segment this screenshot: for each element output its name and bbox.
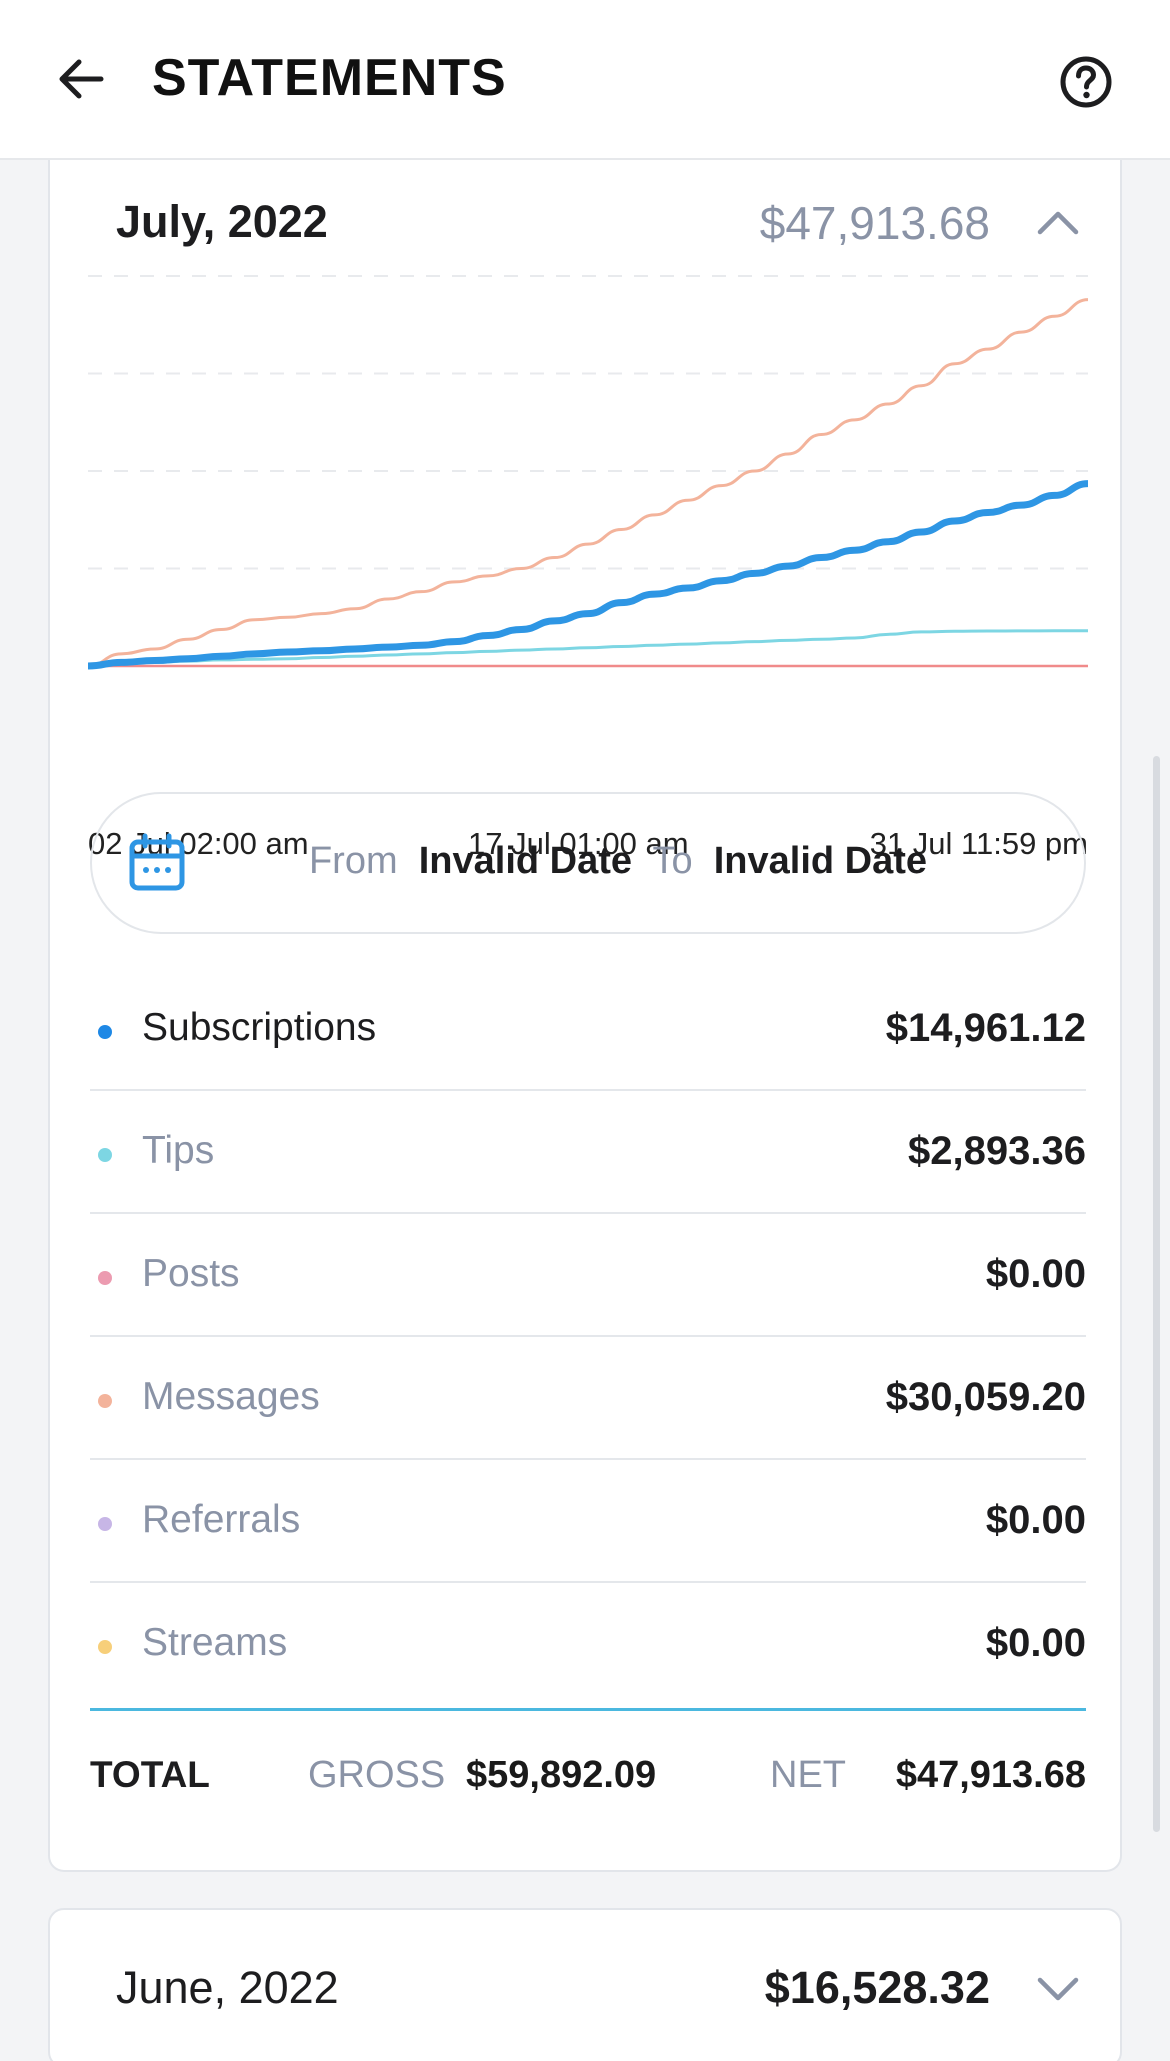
statement-card-july: July, 2022 $47,913.68 02 Jul 02:00 am 17…	[48, 160, 1122, 1872]
breakdown-label: Messages	[142, 1375, 320, 1418]
help-circle-icon	[1060, 56, 1112, 108]
scrollbar[interactable]	[1153, 756, 1160, 1832]
month-amount: $47,913.68	[759, 197, 990, 249]
date-range-text: From Invalid Date To Invalid Date	[92, 840, 1084, 883]
breakdown-row-streams: Streams $0.00	[90, 1583, 1086, 1706]
month-amount: $16,528.32	[764, 1962, 990, 2013]
to-label: To	[652, 840, 693, 882]
help-button[interactable]	[1056, 52, 1116, 112]
statement-card-header[interactable]: July, 2022 $47,913.68	[50, 160, 1120, 280]
date-range-picker[interactable]: From Invalid Date To Invalid Date	[90, 792, 1086, 934]
breakdown-value: $0.00	[985, 1621, 1086, 1665]
earnings-chart: 02 Jul 02:00 am 17 Jul 01:00 am 31 Jul 1…	[84, 266, 1092, 861]
posts-dot	[98, 1271, 112, 1285]
breakdown-value: $0.00	[985, 1498, 1086, 1542]
tips-dot	[98, 1148, 112, 1162]
breakdown-value: $14,961.12	[885, 1006, 1086, 1050]
total-divider	[90, 1708, 1086, 1711]
streams-dot	[98, 1640, 112, 1654]
breakdown-label: Referrals	[142, 1498, 301, 1541]
from-value: Invalid Date	[418, 840, 633, 882]
breakdown-row-posts: Posts $0.00	[90, 1214, 1086, 1337]
breakdown-value: $2,893.36	[908, 1129, 1086, 1173]
breakdown-row-messages: Messages $30,059.20	[90, 1337, 1086, 1460]
total-row: TOTAL GROSS $59,892.09 NET $47,913.68	[90, 1740, 1086, 1810]
breakdown-label: Streams	[142, 1621, 288, 1664]
breakdown-row-tips: Tips $2,893.36	[90, 1091, 1086, 1214]
series-line-subscriptions	[84, 480, 1092, 670]
from-label: From	[308, 840, 398, 882]
chevron-down-icon[interactable]	[1034, 1970, 1082, 2006]
subscriptions-dot	[98, 1025, 112, 1039]
to-value: Invalid Date	[713, 840, 928, 882]
breakdown-label: Posts	[142, 1252, 240, 1295]
x-tick-label: 17 Jul 01:00 am	[468, 826, 689, 861]
statement-card-june[interactable]: June, 2022 $16,528.32	[48, 1908, 1122, 2061]
calendar-icon	[129, 833, 185, 891]
gross-label: GROSS	[308, 1754, 446, 1796]
breakdown-value: $0.00	[985, 1252, 1086, 1296]
breakdown-label: Tips	[142, 1129, 215, 1172]
app-header: STATEMENTS	[0, 0, 1170, 160]
series-line-tips	[86, 629, 1090, 668]
arrow-left-icon	[59, 59, 104, 99]
breakdown-row-subscriptions: Subscriptions $14,961.12	[90, 968, 1086, 1091]
breakdown-row-referrals: Referrals $0.00	[90, 1460, 1086, 1583]
breakdown-value: $30,059.20	[885, 1375, 1086, 1419]
chevron-up-icon[interactable]	[1034, 204, 1082, 240]
page-title: STATEMENTS	[152, 49, 507, 107]
messages-dot	[98, 1394, 112, 1408]
net-label: NET	[770, 1754, 846, 1796]
series-line-messages	[86, 298, 1090, 668]
back-button[interactable]	[50, 48, 112, 110]
breakdown-label: Subscriptions	[142, 1006, 377, 1049]
month-label: June, 2022	[116, 1962, 339, 2013]
earnings-chart-plot	[84, 275, 1092, 670]
total-label: TOTAL	[90, 1754, 210, 1795]
gross-value: $59,892.09	[466, 1754, 657, 1796]
referrals-dot	[98, 1517, 112, 1531]
net-value: $47,913.68	[895, 1754, 1086, 1796]
month-label: July, 2022	[116, 196, 328, 247]
